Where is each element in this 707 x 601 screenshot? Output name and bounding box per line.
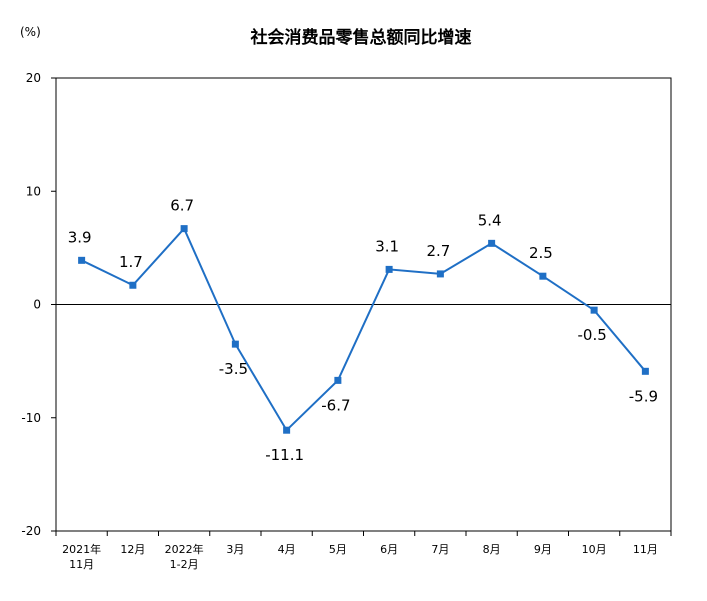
y-tick-label: 0: [33, 298, 41, 312]
y-tick-label: -20: [21, 524, 41, 538]
x-tick-label: 10月: [582, 543, 607, 556]
x-tick-label: 4月: [278, 543, 296, 556]
data-label: -11.1: [265, 446, 304, 464]
x-tick-label: 2022年 1-2月: [165, 542, 204, 571]
data-point-marker: [334, 376, 342, 384]
x-tick-label: 3月: [226, 543, 244, 556]
data-label: -6.7: [321, 396, 350, 414]
data-label: 2.7: [426, 242, 450, 260]
data-point-marker: [488, 239, 496, 247]
x-axis: 2021年 11月 12月 2022年 1-2月 3月 4月 5月 6月 7月 8月 9月 10月 11月: [55, 531, 672, 571]
data-label: 1.7: [119, 253, 143, 271]
y-tick-label: 20: [26, 71, 41, 85]
data-markers: [78, 225, 649, 434]
y-unit-label: (%): [20, 25, 41, 39]
data-point-marker: [590, 306, 598, 314]
x-tick-label: 11月: [633, 543, 658, 556]
x-tick-label: 7月: [431, 543, 449, 556]
data-label: 2.5: [529, 244, 553, 262]
data-label: 6.7: [170, 197, 194, 215]
data-point-marker: [539, 272, 547, 280]
y-tick-label: -10: [21, 411, 41, 425]
x-tick-label: 9月: [534, 543, 552, 556]
data-point-marker: [283, 426, 291, 434]
chart-title: 社会消费品零售总额同比增速: [250, 27, 472, 48]
x-tick-label: 8月: [483, 543, 501, 556]
data-point-marker: [129, 281, 137, 289]
data-point-marker: [180, 225, 188, 233]
data-point-marker: [78, 256, 86, 264]
data-label: -3.5: [219, 360, 248, 378]
data-labels: 3.9 1.7 6.7 -3.5 -11.1 -6.7 3.1 2.7 5.4 2.5 -0.5 -5…: [68, 197, 658, 465]
data-label: 5.4: [478, 211, 502, 229]
y-axis: -20 -10 0 10 20: [21, 71, 56, 538]
y-tick-label: 10: [26, 184, 41, 198]
x-tick-label: 6月: [380, 543, 398, 556]
data-label: 3.9: [68, 228, 92, 246]
data-point-marker: [641, 367, 649, 375]
x-tick-label: 5月: [329, 543, 347, 556]
data-label: -0.5: [577, 326, 606, 344]
data-label: -5.9: [629, 387, 658, 405]
x-tick-label: 12月: [120, 543, 145, 556]
data-label: 3.1: [375, 237, 399, 255]
data-point-marker: [385, 265, 393, 273]
x-tick-label: 2021年 11月: [62, 542, 101, 571]
series-line: [81, 226, 647, 432]
data-point-marker: [436, 270, 444, 278]
data-point-marker: [231, 340, 239, 348]
